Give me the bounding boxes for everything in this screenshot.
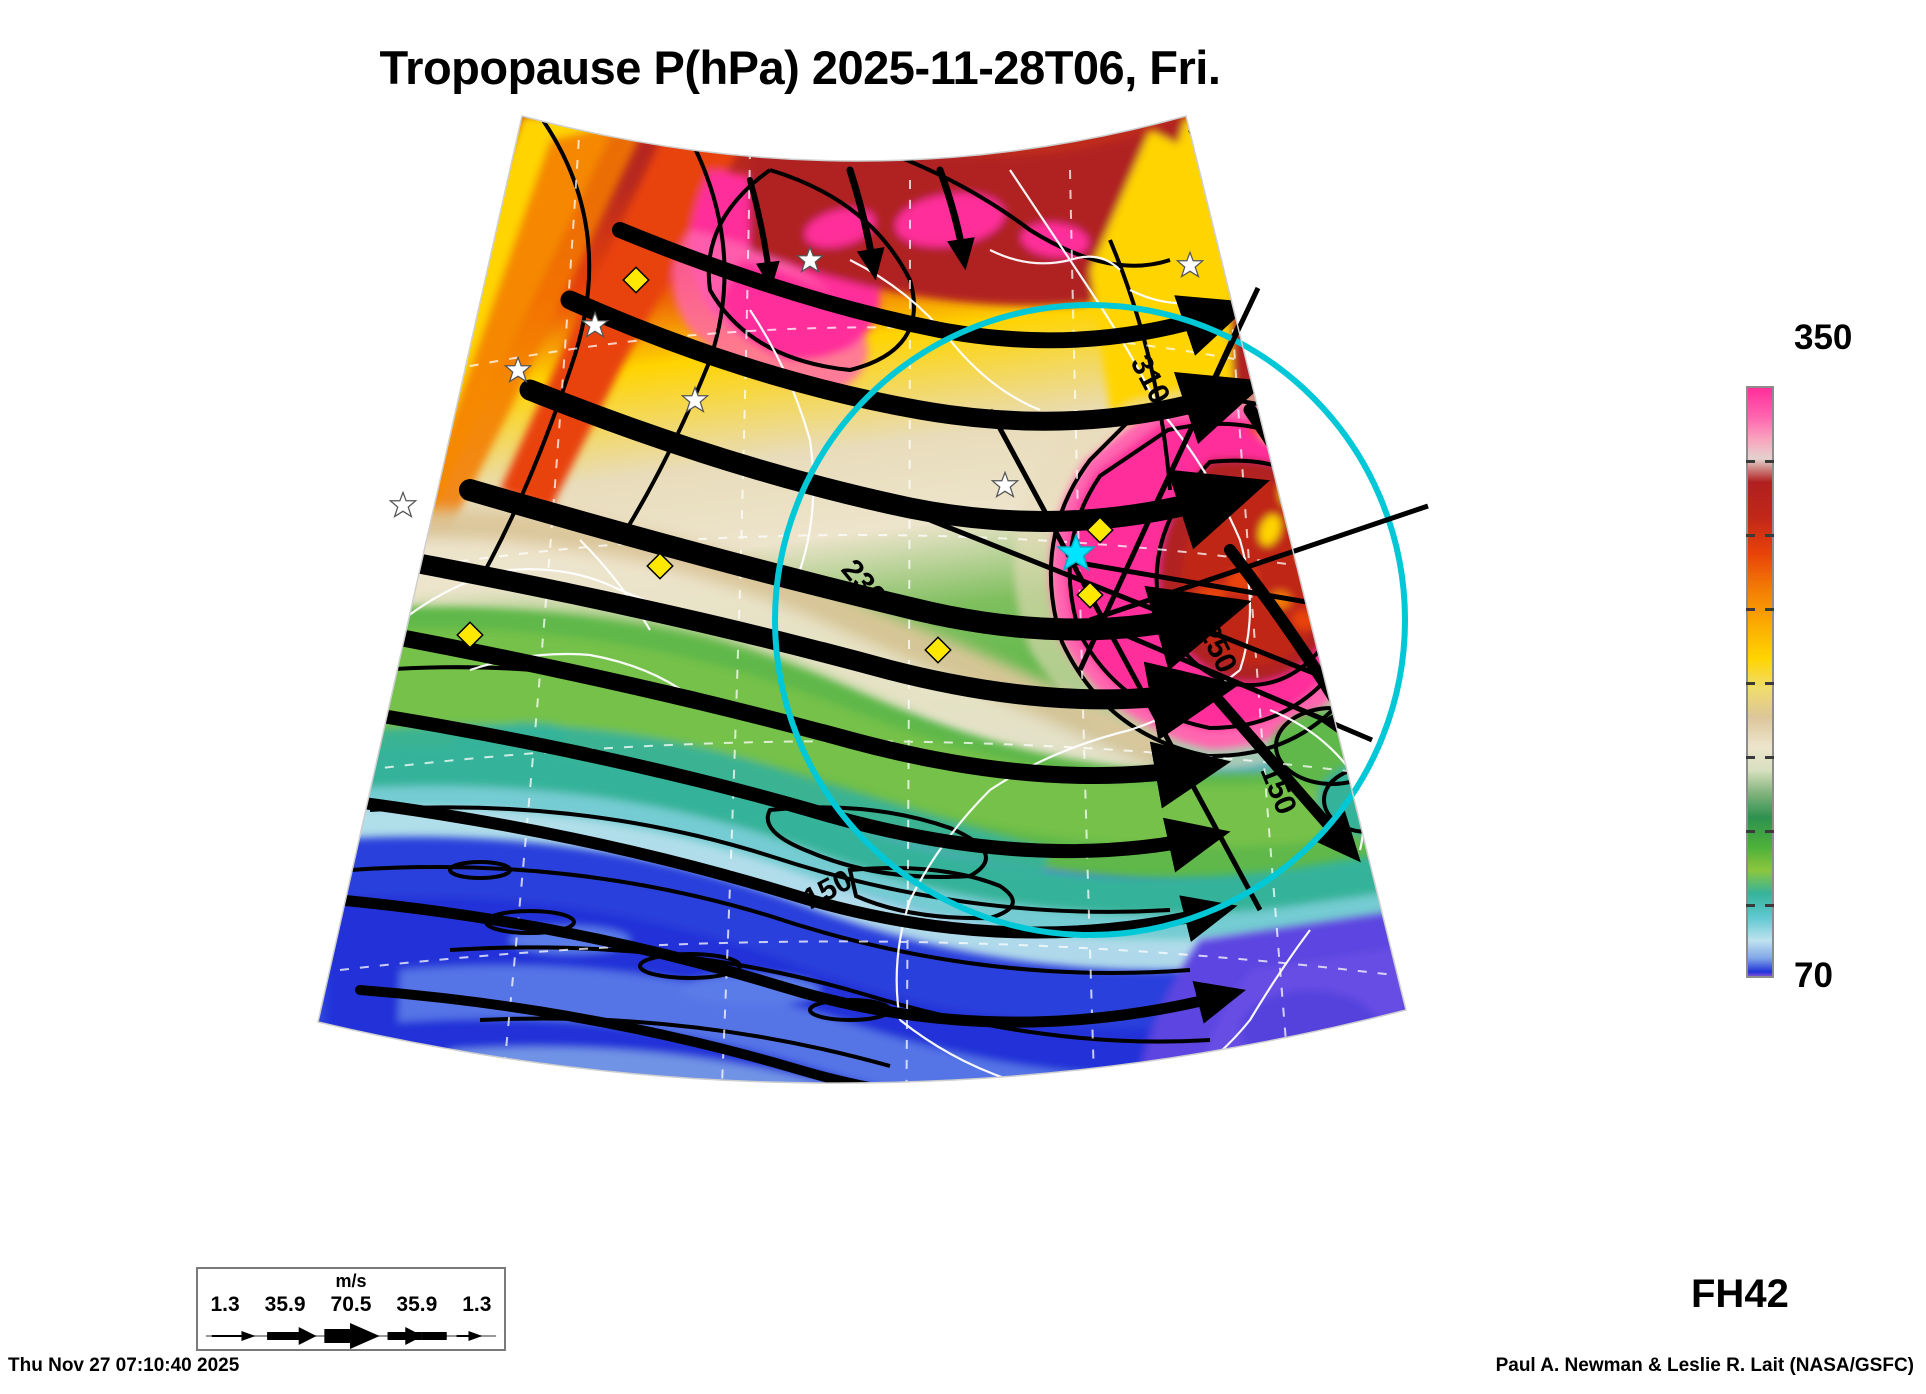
colorbar-tick	[1765, 682, 1774, 685]
colorbar-tick	[1765, 608, 1774, 611]
wind-value-0: 1.3	[210, 1293, 240, 1316]
colorbar-tick	[1746, 608, 1755, 611]
wind-value-3: 35.9	[396, 1293, 438, 1316]
colorbar-tick	[1746, 534, 1755, 537]
wind-scale-legend: m/s 1.3 35.9 70.5 35.9 1.3	[196, 1267, 506, 1351]
range-ring	[772, 302, 1408, 938]
colorbar-tick	[1765, 534, 1774, 537]
colorbar-tick	[1746, 830, 1755, 833]
map-border	[317, 115, 1407, 1084]
map-markers[interactable]	[388, 245, 1205, 664]
wind-value-2: 70.5	[330, 1293, 372, 1316]
center-star-marker[interactable]	[1055, 532, 1097, 572]
colorbar-max-label: 350	[1794, 318, 1853, 357]
colorbar-tick	[1746, 682, 1755, 685]
footer-credits: Paul A. Newman & Leslie R. Lait (NASA/GS…	[1495, 1355, 1914, 1376]
colorbar[interactable]: 350 70	[1742, 318, 1922, 995]
colorbar-tick	[1746, 460, 1755, 463]
colorbar-tick	[1765, 904, 1774, 907]
colorbar-tick	[1765, 830, 1774, 833]
page-title: Tropopause P(hPa) 2025-11-28T06, Fri.	[379, 41, 1221, 94]
wind-value-labels: 1.3 35.9 70.5 35.9 1.3	[198, 1293, 504, 1317]
wind-value-1: 35.9	[264, 1293, 306, 1316]
colorbar-tick	[1746, 756, 1755, 759]
bearing-lines-outer	[1089, 286, 1429, 743]
colorbar-tick	[1765, 460, 1774, 463]
map-canvas[interactable]: 310 250 230 150 150	[150, 110, 1570, 1150]
colorbar-min-label: 70	[1794, 956, 1833, 995]
map-panel[interactable]: 310 250 230 150 150	[150, 110, 1570, 1150]
wind-arrow-scale-icon	[205, 1323, 497, 1349]
forecast-hour-label: FH42	[1691, 1272, 1789, 1316]
colorbar-tick	[1746, 904, 1755, 907]
footer-timestamp: Thu Nov 27 07:10:40 2025	[8, 1355, 240, 1376]
site-star-marker[interactable]	[388, 245, 1205, 519]
wind-unit-label: m/s	[335, 1271, 367, 1291]
coastlines	[389, 169, 1365, 1084]
wind-value-4: 1.3	[462, 1293, 492, 1316]
colorbar-tick	[1765, 756, 1774, 759]
map-field: 310 250 230 150 150	[318, 116, 1406, 1084]
station-marker[interactable]	[456, 266, 1114, 664]
